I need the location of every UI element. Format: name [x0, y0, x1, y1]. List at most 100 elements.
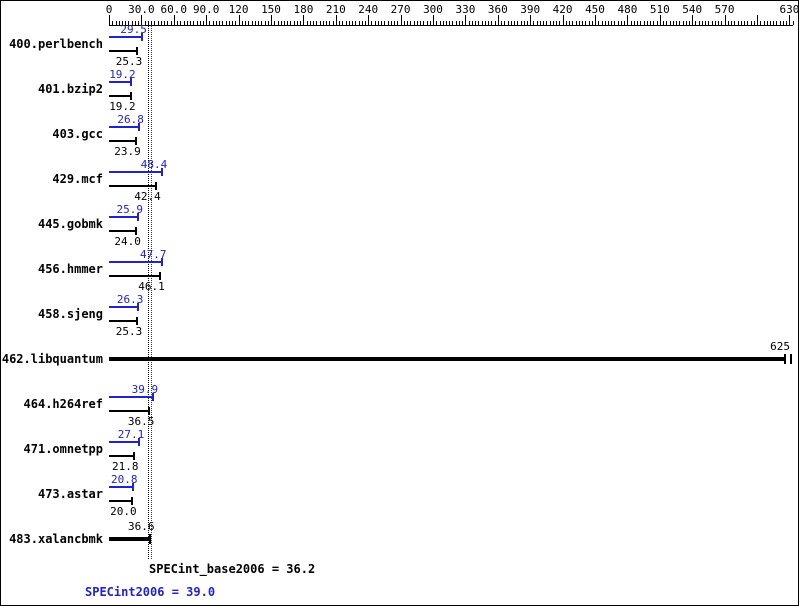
- x-axis-minor-tick: [705, 21, 707, 25]
- x-axis-tick-label: 150: [261, 3, 281, 16]
- base-bar: [109, 50, 137, 52]
- x-axis-minor-tick: [329, 21, 331, 25]
- x-axis-minor-tick: [358, 21, 360, 25]
- x-axis-minor-tick: [134, 21, 136, 25]
- x-axis-tick-label: 540: [682, 3, 703, 16]
- x-axis-minor-tick: [157, 21, 159, 25]
- x-axis-minor-tick: [420, 21, 421, 25]
- x-axis-minor-tick: [604, 21, 606, 25]
- benchmark-label: 400.perlbench: [9, 37, 103, 51]
- bar-end-cap: [784, 354, 786, 364]
- x-axis-minor-tick: [232, 21, 234, 25]
- x-axis-minor-tick: [630, 21, 632, 25]
- base-bar-end-cap: [134, 137, 137, 145]
- specint-peak-result-text: SPECint2006 = 39.0: [85, 585, 216, 599]
- x-axis-tick-label: 510: [649, 3, 670, 16]
- peak-bar-end-cap: [161, 168, 164, 176]
- x-axis-minor-tick: [779, 21, 781, 25]
- x-axis-minor-tick: [510, 21, 512, 25]
- x-axis-minor-tick: [180, 21, 182, 25]
- x-axis-minor-tick: [316, 21, 318, 25]
- x-axis-major-tick: [141, 15, 143, 25]
- x-axis-minor-tick: [319, 21, 321, 25]
- x-axis-minor-tick: [714, 21, 716, 25]
- x-axis-minor-tick: [284, 21, 285, 25]
- x-axis-minor-tick: [468, 21, 470, 25]
- x-axis-minor-tick: [186, 21, 188, 25]
- base-bar: [109, 275, 159, 277]
- base-bar: [109, 500, 131, 502]
- x-axis-minor-tick: [222, 21, 224, 25]
- x-axis-minor-tick: [701, 21, 703, 25]
- x-axis-minor-tick: [773, 21, 775, 25]
- x-axis-major-tick: [465, 15, 467, 25]
- x-axis-minor-tick: [575, 21, 577, 25]
- x-axis-minor-tick: [737, 21, 739, 25]
- base-bar-thick: [109, 537, 149, 541]
- x-axis-minor-tick: [475, 21, 477, 25]
- x-axis-minor-tick: [199, 21, 201, 25]
- x-axis-minor-tick: [115, 21, 117, 25]
- x-axis-minor-tick: [494, 21, 496, 25]
- x-axis-minor-tick: [458, 21, 460, 25]
- base-bar: [109, 320, 137, 322]
- base-bar-end-cap: [136, 317, 139, 325]
- base-value: 42.4: [134, 190, 161, 203]
- x-axis-minor-tick: [313, 21, 315, 25]
- x-axis-minor-tick: [160, 21, 162, 25]
- bar-end-cap: [790, 354, 792, 364]
- x-axis-tick-label: 240: [358, 3, 379, 16]
- x-axis-minor-tick: [656, 21, 658, 25]
- x-axis-minor-tick: [501, 21, 502, 25]
- x-axis-minor-tick: [300, 21, 302, 25]
- benchmark-label: 483.xalancbmk: [9, 532, 103, 546]
- peak-bar-end-cap: [137, 303, 140, 311]
- x-axis-minor-tick: [685, 21, 687, 25]
- base-bar: [109, 185, 155, 187]
- x-axis-tick-label: 330: [455, 3, 476, 16]
- peak-value: 39.9: [131, 383, 159, 396]
- x-axis-minor-tick: [277, 21, 279, 25]
- peak-bar-end-cap: [140, 33, 143, 41]
- x-axis-minor-tick: [254, 21, 256, 25]
- x-axis-minor-tick: [274, 21, 276, 25]
- peak-bar-end-cap: [160, 258, 163, 266]
- x-axis-minor-tick: [640, 21, 642, 25]
- peak-bar: [109, 261, 161, 263]
- x-axis-minor-tick: [744, 21, 745, 25]
- base-bar: [109, 455, 133, 457]
- x-axis-minor-tick: [611, 21, 613, 25]
- x-axis-minor-tick: [585, 21, 587, 25]
- base-bar-end-cap: [129, 92, 132, 100]
- x-axis-minor-tick: [666, 21, 668, 25]
- x-axis-minor-tick: [727, 21, 729, 25]
- x-axis-minor-tick: [235, 21, 237, 25]
- x-axis-minor-tick: [442, 21, 444, 25]
- peak-bar-end-cap: [138, 438, 141, 446]
- x-axis-tick-label: 390: [520, 3, 541, 16]
- x-axis-minor-tick: [251, 21, 253, 25]
- x-axis-minor-tick: [361, 21, 363, 25]
- base-bar: [109, 410, 149, 412]
- peak-bar-end-cap: [129, 78, 132, 86]
- x-axis-minor-tick: [776, 21, 778, 25]
- x-axis-minor-tick: [183, 21, 185, 25]
- x-axis-minor-tick: [536, 21, 538, 25]
- x-axis-minor-tick: [770, 21, 771, 25]
- x-axis-minor-tick: [387, 21, 389, 25]
- peak-bar: [109, 171, 162, 173]
- x-axis-major-tick: [530, 15, 532, 25]
- x-axis-minor-tick: [747, 21, 749, 25]
- benchmark-label: 458.sjeng: [37, 307, 103, 321]
- x-axis-minor-tick: [342, 21, 344, 25]
- x-axis-minor-tick: [669, 21, 671, 25]
- benchmark-label: 401.bzip2: [37, 82, 103, 96]
- x-axis-minor-tick: [565, 21, 567, 25]
- x-axis-minor-tick: [209, 21, 211, 25]
- peak-value: 27.1: [117, 428, 145, 441]
- x-axis-major-tick: [303, 15, 305, 25]
- x-axis-minor-tick: [410, 21, 412, 25]
- x-axis-minor-tick: [488, 21, 490, 25]
- x-axis-major-tick: [724, 15, 726, 25]
- x-axis-minor-tick: [782, 21, 784, 25]
